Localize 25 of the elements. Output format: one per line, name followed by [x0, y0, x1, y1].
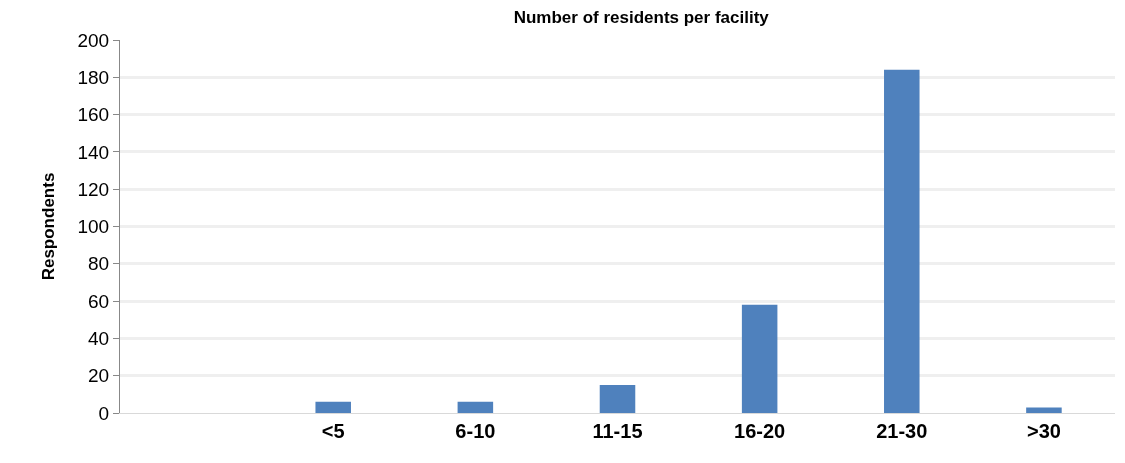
- y-tick-label: 60: [88, 290, 110, 312]
- y-tick-label: 0: [98, 402, 110, 424]
- y-tick-label: 40: [88, 328, 110, 350]
- bar: [315, 401, 351, 413]
- y-tick-label: 120: [77, 178, 110, 200]
- y-tick-label: 200: [77, 29, 110, 51]
- bar: [599, 385, 636, 413]
- y-tick-label: 80: [88, 253, 110, 275]
- x-tick-label: 11-15: [592, 420, 643, 442]
- y-tick-label: 20: [88, 365, 110, 387]
- y-tick-label: 180: [77, 66, 110, 88]
- y-tick-label: 160: [77, 104, 110, 126]
- chart-title: Number of residents per facility: [513, 8, 770, 28]
- bar: [1026, 407, 1062, 413]
- bar: [884, 69, 920, 413]
- y-tick-label: 100: [77, 216, 110, 238]
- x-tick-label: 16-20: [734, 420, 786, 442]
- y-axis-title: Respondents: [39, 172, 59, 281]
- y-tick-label: 140: [77, 141, 110, 163]
- x-tick-label: 6-10: [455, 420, 496, 442]
- bar: [741, 304, 778, 413]
- x-tick-label: <5: [321, 420, 345, 442]
- bar: [457, 401, 494, 413]
- x-tick-label: >30: [1026, 420, 1061, 442]
- x-tick-label: 21-30: [876, 420, 928, 442]
